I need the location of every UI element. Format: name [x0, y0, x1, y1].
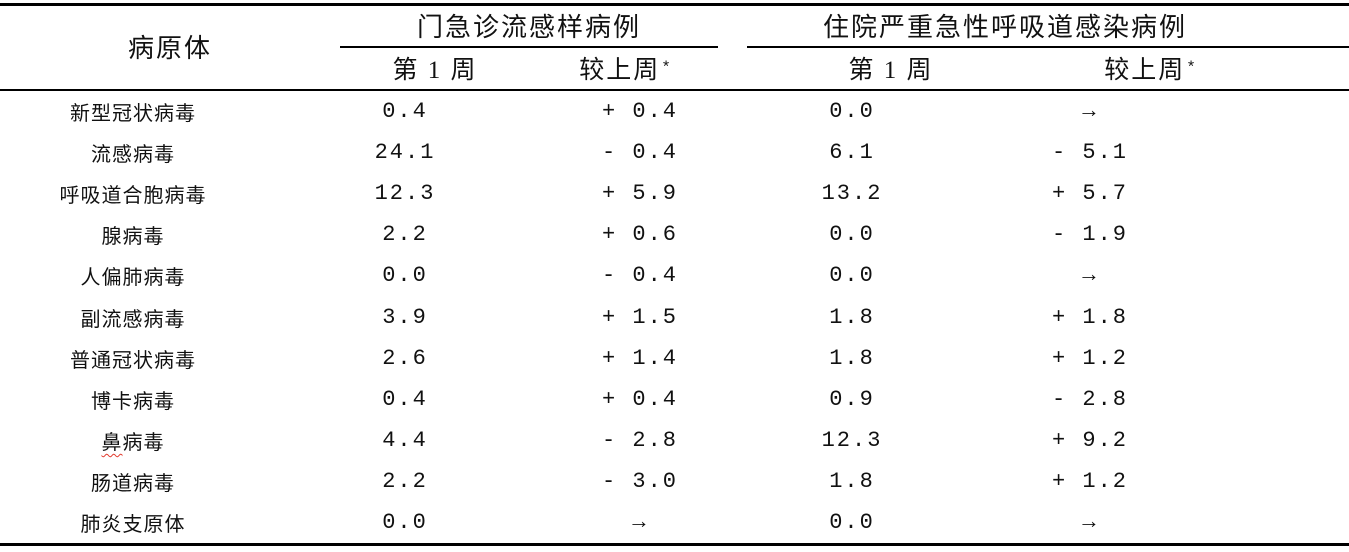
group-header-outpatient-ili: 门急诊流感样病例 — [416, 12, 641, 42]
pathogen-name: 肺炎支原体 — [80, 513, 186, 536]
outpatient-week1-value: 0.4 — [382, 386, 428, 412]
inpatient-vs-prev-value: + 1.8 — [1051, 304, 1128, 330]
subheader-inpatient-vs-prev-week: 较上周 * — [1035, 48, 1265, 88]
outpatient-week1-value: 2.2 — [382, 222, 428, 248]
table-row: 肺炎支原体 0.0 → 0.0 → — [0, 502, 1349, 543]
inpatient-vs-prev-value: - 5.1 — [1051, 140, 1128, 166]
inpatient-group-underline — [747, 46, 1349, 48]
outpatient-vs-prev-value: → — [632, 509, 648, 535]
pathogen-name: 鼻病毒 — [0, 420, 266, 461]
outpatient-vs-prev-value: + 1.4 — [601, 345, 678, 371]
subheader-label: 较上周 — [579, 57, 661, 84]
outpatient-vs-prev-value: - 2.8 — [601, 427, 678, 453]
inpatient-week1-value: 0.0 — [829, 263, 875, 289]
outpatient-vs-prev-value: - 0.4 — [601, 140, 678, 166]
subheader-outpatient-vs-prev-week: 较上周 * — [530, 48, 720, 88]
outpatient-vs-prev-value: + 0.4 — [601, 99, 678, 125]
inpatient-vs-prev-value: + 5.7 — [1051, 181, 1128, 207]
outpatient-vs-prev-value: + 0.6 — [601, 222, 678, 248]
pathogen-name-spellcheck-squiggle: 鼻 — [101, 431, 123, 454]
inpatient-week1-value: 6.1 — [829, 140, 875, 166]
outpatient-vs-prev-value: - 0.4 — [601, 263, 678, 289]
inpatient-week1-value: 12.3 — [821, 427, 883, 453]
pathogen-name: 腺病毒 — [101, 226, 165, 249]
table-row: 流感病毒 24.1 - 0.4 6.1 - 5.1 — [0, 132, 1349, 173]
inpatient-vs-prev-value: → — [1082, 263, 1098, 289]
outpatient-week1-value: 4.4 — [382, 427, 428, 453]
inpatient-vs-prev-value: + 1.2 — [1051, 468, 1128, 494]
table-row: 呼吸道合胞病毒 12.3 + 5.9 13.2 + 5.7 — [0, 173, 1349, 214]
inpatient-week1-value: 0.9 — [829, 386, 875, 412]
inpatient-vs-prev-value: - 2.8 — [1051, 386, 1128, 412]
subheader-inpatient-week1: 第 1 周 — [848, 57, 934, 84]
inpatient-vs-prev-value: → — [1082, 99, 1098, 125]
inpatient-week1-value: 1.8 — [829, 304, 875, 330]
inpatient-week1-value: 1.8 — [829, 468, 875, 494]
inpatient-vs-prev-value: + 9.2 — [1051, 427, 1128, 453]
table-row: 肠道病毒 2.2 - 3.0 1.8 + 1.2 — [0, 461, 1349, 502]
outpatient-vs-prev-value: + 5.9 — [601, 181, 678, 207]
outpatient-week1-value: 2.6 — [382, 345, 428, 371]
table-row: 博卡病毒 0.4 + 0.4 0.9 - 2.8 — [0, 379, 1349, 420]
outpatient-week1-value: 0.4 — [382, 99, 428, 125]
outpatient-week1-value: 12.3 — [374, 181, 436, 207]
inpatient-vs-prev-value: - 1.9 — [1051, 222, 1128, 248]
outpatient-vs-prev-value: + 1.5 — [601, 304, 678, 330]
outpatient-week1-value: 24.1 — [374, 140, 436, 166]
inpatient-week1-value: 0.0 — [829, 222, 875, 248]
table-row: 人偏肺病毒 0.0 - 0.4 0.0 → — [0, 255, 1349, 296]
table-row: 普通冠状病毒 2.6 + 1.4 1.8 + 1.2 — [0, 338, 1349, 379]
subheader-label: 较上周 — [1104, 57, 1186, 84]
table-row: 副流感病毒 3.9 + 1.5 1.8 + 1.8 — [0, 296, 1349, 337]
outpatient-week1-value: 3.9 — [382, 304, 428, 330]
inpatient-vs-prev-value: + 1.2 — [1051, 345, 1128, 371]
outpatient-week1-value: 0.0 — [382, 509, 428, 535]
pathogen-name: 人偏肺病毒 — [80, 267, 186, 290]
table-row: 鼻病毒 4.4 - 2.8 12.3 + 9.2 — [0, 420, 1349, 461]
inpatient-week1-value: 1.8 — [829, 345, 875, 371]
table-row: 腺病毒 2.2 + 0.6 0.0 - 1.9 — [0, 214, 1349, 255]
pathogen-name: 新型冠状病毒 — [70, 103, 196, 126]
outpatient-week1-value: 0.0 — [382, 263, 428, 289]
pathogen-name: 博卡病毒 — [91, 390, 175, 413]
outpatient-week1-value: 2.2 — [382, 468, 428, 494]
group-header-inpatient-sari: 住院严重急性呼吸道感染病例 — [822, 12, 1187, 42]
inpatient-week1-value: 0.0 — [829, 99, 875, 125]
pathogen-name: 流感病毒 — [91, 144, 175, 167]
outpatient-vs-prev-value: + 0.4 — [601, 386, 678, 412]
pathogen-name-rest: 病毒 — [122, 431, 165, 454]
pathogen-name: 呼吸道合胞病毒 — [59, 185, 207, 208]
outpatient-vs-prev-value: - 3.0 — [601, 468, 678, 494]
table-body: 新型冠状病毒 0.4 + 0.4 0.0 → 流感病毒 24.1 - 0.4 6… — [0, 91, 1349, 543]
column-header-pathogen: 病原体 — [127, 33, 212, 63]
pathogen-name: 肠道病毒 — [91, 472, 175, 495]
table-top-rule — [0, 3, 1349, 6]
pathogen-name: 副流感病毒 — [80, 308, 186, 331]
inpatient-week1-value: 0.0 — [829, 509, 875, 535]
pathogen-name: 普通冠状病毒 — [70, 349, 196, 372]
inpatient-vs-prev-value: → — [1082, 509, 1098, 535]
outpatient-group-underline — [340, 46, 718, 48]
inpatient-week1-value: 13.2 — [821, 181, 883, 207]
table-row: 新型冠状病毒 0.4 + 0.4 0.0 → — [0, 91, 1349, 132]
subheader-outpatient-week1: 第 1 周 — [392, 57, 478, 84]
table-bottom-rule — [0, 543, 1349, 546]
header-bottom-rule — [0, 89, 1349, 91]
